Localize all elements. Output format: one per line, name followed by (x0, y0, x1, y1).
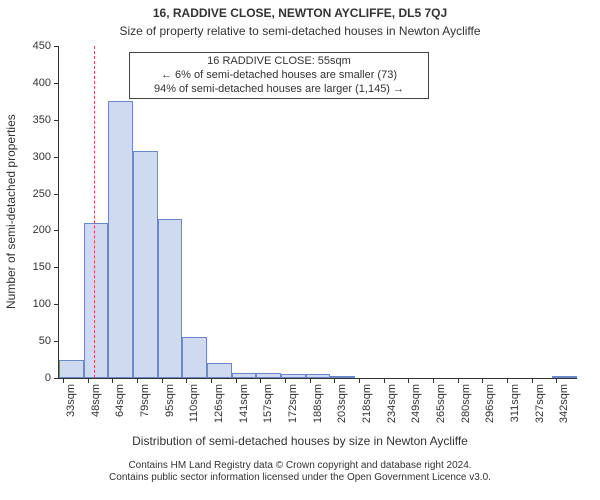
x-tick: 188sqm (312, 378, 324, 434)
x-tick: 311sqm (509, 378, 521, 434)
x-tick: 203sqm (336, 378, 348, 434)
histogram-bar (158, 219, 183, 378)
marker-line (94, 46, 95, 378)
y-tick: 150 (33, 261, 59, 273)
x-tick: 280sqm (460, 378, 472, 434)
x-tick: 95sqm (164, 378, 176, 434)
y-tick: 250 (33, 188, 59, 200)
x-tick: 126sqm (213, 378, 225, 434)
y-tick: 300 (33, 151, 59, 163)
x-tick: 79sqm (139, 378, 151, 434)
x-tick: 234sqm (386, 378, 398, 434)
histogram-bar (133, 151, 158, 378)
histogram-bar (207, 363, 232, 378)
chart-container: 16, RADDIVE CLOSE, NEWTON AYCLIFFE, DL5 … (0, 0, 600, 500)
y-tick: 450 (33, 40, 59, 52)
histogram-bar (59, 360, 84, 378)
y-tick: 100 (33, 298, 59, 310)
y-tick: 350 (33, 114, 59, 126)
x-axis-label: Distribution of semi-detached houses by … (0, 434, 600, 448)
footer-line1: Contains HM Land Registry data © Crown c… (0, 460, 600, 472)
annotation-line3: 94% of semi-detached houses are larger (… (134, 83, 424, 97)
y-tick: 400 (33, 77, 59, 89)
y-tick: 50 (39, 335, 59, 347)
x-tick: 249sqm (410, 378, 422, 434)
x-tick: 141sqm (238, 378, 250, 434)
chart-subtitle: Size of property relative to semi-detach… (0, 24, 600, 38)
histogram-bar (84, 223, 109, 378)
x-tick: 33sqm (65, 378, 77, 434)
y-tick: 0 (45, 372, 59, 384)
x-tick: 218sqm (361, 378, 373, 434)
histogram-bar (108, 101, 133, 378)
chart-title: 16, RADDIVE CLOSE, NEWTON AYCLIFFE, DL5 … (0, 6, 600, 20)
x-tick: 342sqm (558, 378, 570, 434)
x-tick: 64sqm (114, 378, 126, 434)
x-tick: 172sqm (287, 378, 299, 434)
footer-credits: Contains HM Land Registry data © Crown c… (0, 460, 600, 484)
x-tick: 157sqm (262, 378, 274, 434)
annotation-line2: ← 6% of semi-detached houses are smaller… (134, 69, 424, 83)
x-tick: 265sqm (435, 378, 447, 434)
y-axis-label: Number of semi-detached properties (4, 115, 18, 310)
histogram-bar (182, 337, 207, 378)
x-tick: 48sqm (90, 378, 102, 434)
x-tick: 296sqm (484, 378, 496, 434)
annotation-line1: 16 RADDIVE CLOSE: 55sqm (134, 55, 424, 69)
plot-area: 16 RADDIVE CLOSE: 55sqm ← 6% of semi-det… (58, 46, 577, 379)
y-tick: 200 (33, 224, 59, 236)
x-tick: 327sqm (534, 378, 546, 434)
annotation-box: 16 RADDIVE CLOSE: 55sqm ← 6% of semi-det… (129, 52, 429, 99)
footer-line2: Contains public sector information licen… (0, 472, 600, 484)
x-tick: 110sqm (188, 378, 200, 434)
